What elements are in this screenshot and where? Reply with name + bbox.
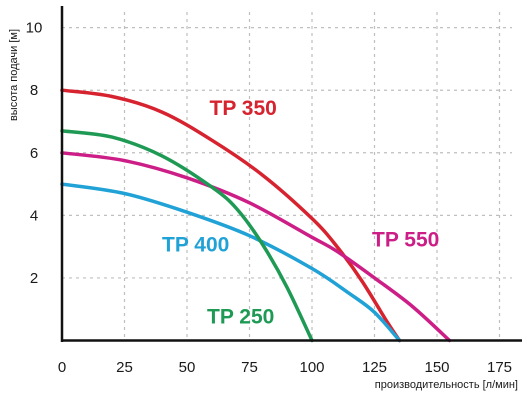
- label-tp-350: TP 350: [210, 97, 277, 120]
- curve-tp-400: [60, 182, 402, 343]
- x-tick-label: 150: [424, 359, 449, 376]
- x-tick-label: 75: [241, 359, 258, 376]
- label-tp-250: TP 250: [207, 305, 274, 328]
- x-tick-label: 125: [362, 359, 387, 376]
- x-tick-label: 25: [116, 359, 133, 376]
- y-tick-label: 8: [30, 82, 38, 99]
- series-curves: [60, 88, 452, 343]
- curve-tp-250: [60, 129, 314, 343]
- y-axis-title: высота подачи [м]: [8, 29, 20, 121]
- x-tick-label: 175: [487, 359, 512, 376]
- x-tick-label: 50: [179, 359, 196, 376]
- x-tick-label: 100: [299, 359, 324, 376]
- y-tick-label: 10: [26, 20, 43, 37]
- grid: [62, 12, 512, 341]
- y-tick-label: 6: [30, 145, 38, 162]
- x-tick-label: 0: [58, 359, 66, 376]
- curve-tp-550: [60, 151, 452, 343]
- tick-labels: 0 25 50 75 100 125 150 175 2 4 6 8 10: [26, 20, 512, 376]
- y-tick-label: 4: [30, 207, 38, 224]
- label-tp-400: TP 400: [162, 233, 229, 256]
- x-axis-title: производительность [л/мин]: [375, 379, 518, 391]
- y-tick-label: 2: [30, 270, 38, 287]
- series-labels: TP 350 TP 550 TP 400 TP 250: [162, 97, 439, 328]
- label-tp-550: TP 550: [372, 229, 439, 252]
- curve-tp-350: [60, 88, 402, 343]
